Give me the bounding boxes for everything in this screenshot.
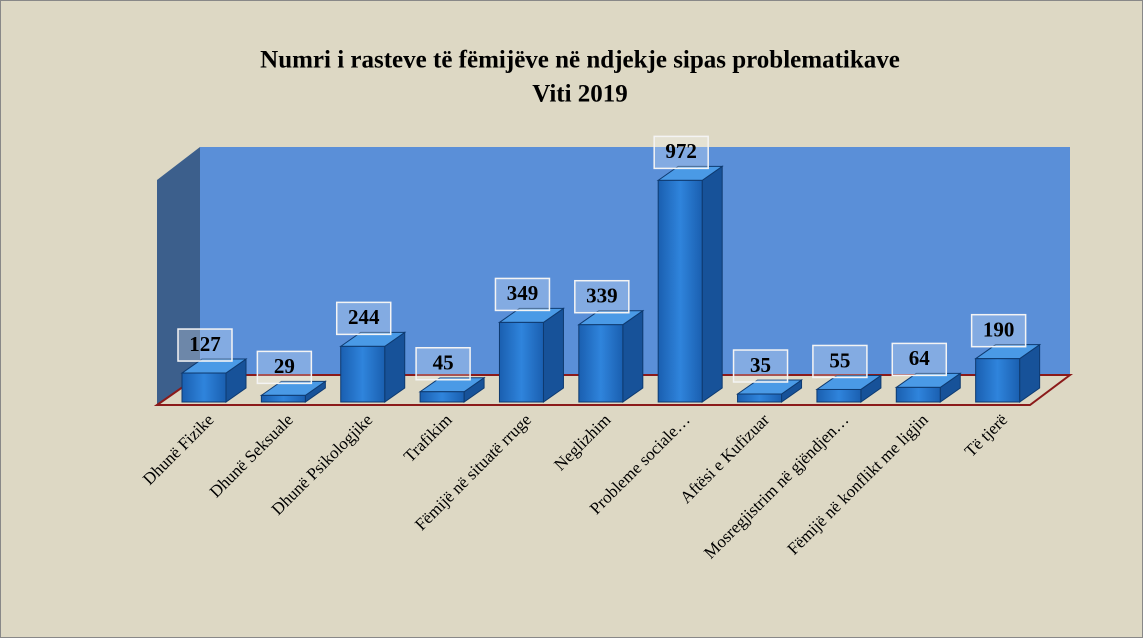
- bar-front: [181, 372, 227, 403]
- bar: [418, 376, 486, 403]
- data-label-box: [415, 346, 471, 381]
- data-label: 29: [274, 354, 295, 378]
- bar-front: [657, 179, 703, 403]
- bar-front: [498, 321, 544, 403]
- data-label: 127: [189, 332, 221, 356]
- data-label: 339: [586, 284, 618, 308]
- bar-side: [622, 309, 644, 403]
- bar-front: [975, 358, 1021, 403]
- bar-front: [737, 393, 783, 403]
- data-label-box: [574, 279, 630, 314]
- data-label-box: [812, 344, 868, 379]
- bar: [656, 165, 724, 403]
- bar: [577, 309, 645, 403]
- bar-side: [542, 307, 564, 403]
- data-label: 64: [909, 346, 931, 370]
- data-label: 244: [348, 305, 380, 329]
- bar: [180, 358, 248, 403]
- bar: [497, 307, 566, 403]
- bar-front: [895, 386, 941, 403]
- bar: [894, 372, 962, 403]
- data-label: 349: [507, 281, 539, 305]
- data-label-box: [732, 349, 789, 383]
- data-label-box: [177, 328, 233, 362]
- bar: [339, 331, 407, 403]
- bar: [815, 374, 883, 403]
- data-label-box: [653, 135, 709, 170]
- data-label: 45: [433, 351, 454, 375]
- data-label: 972: [665, 139, 697, 163]
- bar-front: [816, 388, 862, 403]
- data-label-box: [970, 313, 1027, 348]
- data-label: 55: [829, 348, 850, 372]
- chart-subtitle: Viti 2019: [532, 81, 628, 108]
- bar-front: [260, 394, 306, 403]
- data-label-box: [891, 342, 948, 377]
- bar: [735, 379, 804, 403]
- chart-title: Numri i rasteve të fëmijëve në ndjekje s…: [260, 47, 900, 74]
- data-label-box: [335, 301, 392, 336]
- data-label-box: [494, 277, 551, 312]
- bar-front: [340, 345, 386, 403]
- data-label: 35: [750, 353, 771, 377]
- side-wall: [157, 147, 200, 405]
- data-label: 190: [983, 317, 1015, 341]
- back-wall: [200, 147, 1070, 375]
- data-label-box: [256, 350, 313, 385]
- bar-front: [419, 391, 465, 403]
- bar: [259, 380, 327, 403]
- bar-side: [701, 165, 723, 403]
- bar: [974, 343, 1042, 403]
- bar-front: [578, 324, 624, 403]
